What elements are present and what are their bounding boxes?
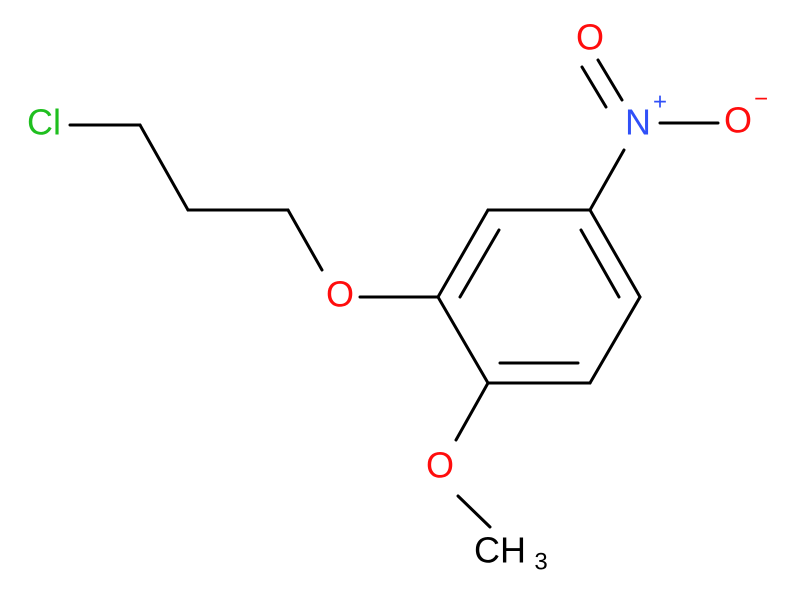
- atom-label: N: [625, 102, 651, 143]
- atom-label: O: [724, 100, 752, 141]
- atom-label: O: [326, 274, 354, 315]
- charge: −: [754, 85, 768, 112]
- subscript: 3: [534, 548, 547, 575]
- atom-label: CH: [474, 530, 526, 571]
- charge: +: [653, 88, 667, 115]
- bonds: [68, 58, 720, 529]
- atom-label: O: [426, 445, 454, 486]
- atom-label: Cl: [27, 102, 61, 143]
- atom-label: O: [576, 17, 604, 58]
